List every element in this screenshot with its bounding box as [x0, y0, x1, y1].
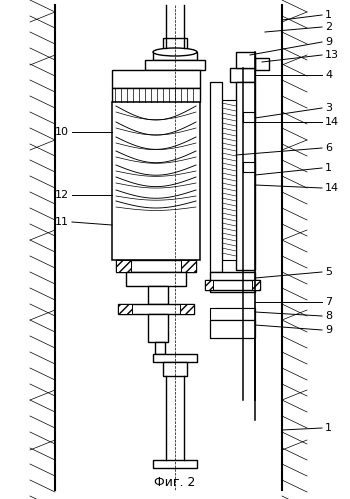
Text: 13: 13: [325, 50, 339, 60]
Bar: [153, 460, 197, 468]
Bar: [236, 82, 255, 270]
Text: 12: 12: [55, 190, 69, 200]
Bar: [243, 162, 255, 172]
Text: 8: 8: [325, 311, 332, 321]
Text: 6: 6: [325, 143, 332, 153]
Text: 10: 10: [55, 127, 69, 137]
Bar: [163, 38, 187, 52]
Text: 11: 11: [55, 217, 69, 227]
Bar: [210, 272, 255, 292]
Bar: [118, 304, 194, 314]
Text: 5: 5: [325, 267, 332, 277]
Text: 1: 1: [325, 10, 332, 20]
Bar: [112, 70, 127, 88]
Bar: [243, 162, 255, 172]
Bar: [148, 314, 168, 342]
Text: 2: 2: [325, 22, 332, 32]
Bar: [126, 272, 186, 286]
Bar: [163, 362, 187, 376]
Bar: [236, 52, 255, 68]
Bar: [163, 362, 187, 376]
Text: 14: 14: [325, 117, 339, 127]
Bar: [255, 58, 269, 70]
Bar: [112, 102, 200, 260]
Bar: [210, 82, 222, 272]
Bar: [163, 38, 187, 52]
Bar: [230, 68, 255, 82]
Bar: [116, 260, 196, 272]
Bar: [205, 280, 260, 290]
Text: 1: 1: [325, 163, 332, 173]
Bar: [215, 308, 255, 323]
Bar: [155, 342, 165, 354]
Bar: [180, 304, 194, 314]
Bar: [153, 52, 197, 60]
Bar: [236, 82, 255, 270]
Text: 9: 9: [325, 37, 332, 47]
Bar: [112, 88, 200, 102]
Bar: [252, 280, 260, 290]
Text: 1: 1: [325, 423, 332, 433]
Bar: [118, 304, 132, 314]
Bar: [210, 82, 222, 272]
Text: 9: 9: [325, 325, 332, 335]
Text: 3: 3: [325, 103, 332, 113]
Text: 4: 4: [325, 70, 332, 80]
Bar: [255, 58, 269, 70]
Text: Фиг. 2: Фиг. 2: [154, 476, 196, 489]
Bar: [153, 460, 197, 468]
Bar: [210, 320, 255, 338]
Text: 14: 14: [325, 183, 339, 193]
Bar: [210, 308, 255, 320]
Bar: [181, 260, 196, 272]
Bar: [243, 112, 255, 122]
Text: 7: 7: [325, 297, 332, 307]
Bar: [153, 354, 197, 362]
Bar: [116, 260, 131, 272]
Ellipse shape: [153, 48, 197, 56]
Bar: [148, 286, 168, 304]
Bar: [222, 100, 236, 260]
Bar: [153, 52, 197, 60]
Bar: [210, 308, 255, 320]
Bar: [243, 112, 255, 122]
Bar: [173, 70, 188, 88]
Bar: [236, 52, 255, 68]
Bar: [145, 60, 205, 70]
Bar: [230, 68, 255, 82]
Bar: [205, 280, 213, 290]
Bar: [112, 70, 200, 88]
Bar: [210, 272, 255, 292]
Bar: [210, 320, 255, 338]
Bar: [153, 354, 197, 362]
